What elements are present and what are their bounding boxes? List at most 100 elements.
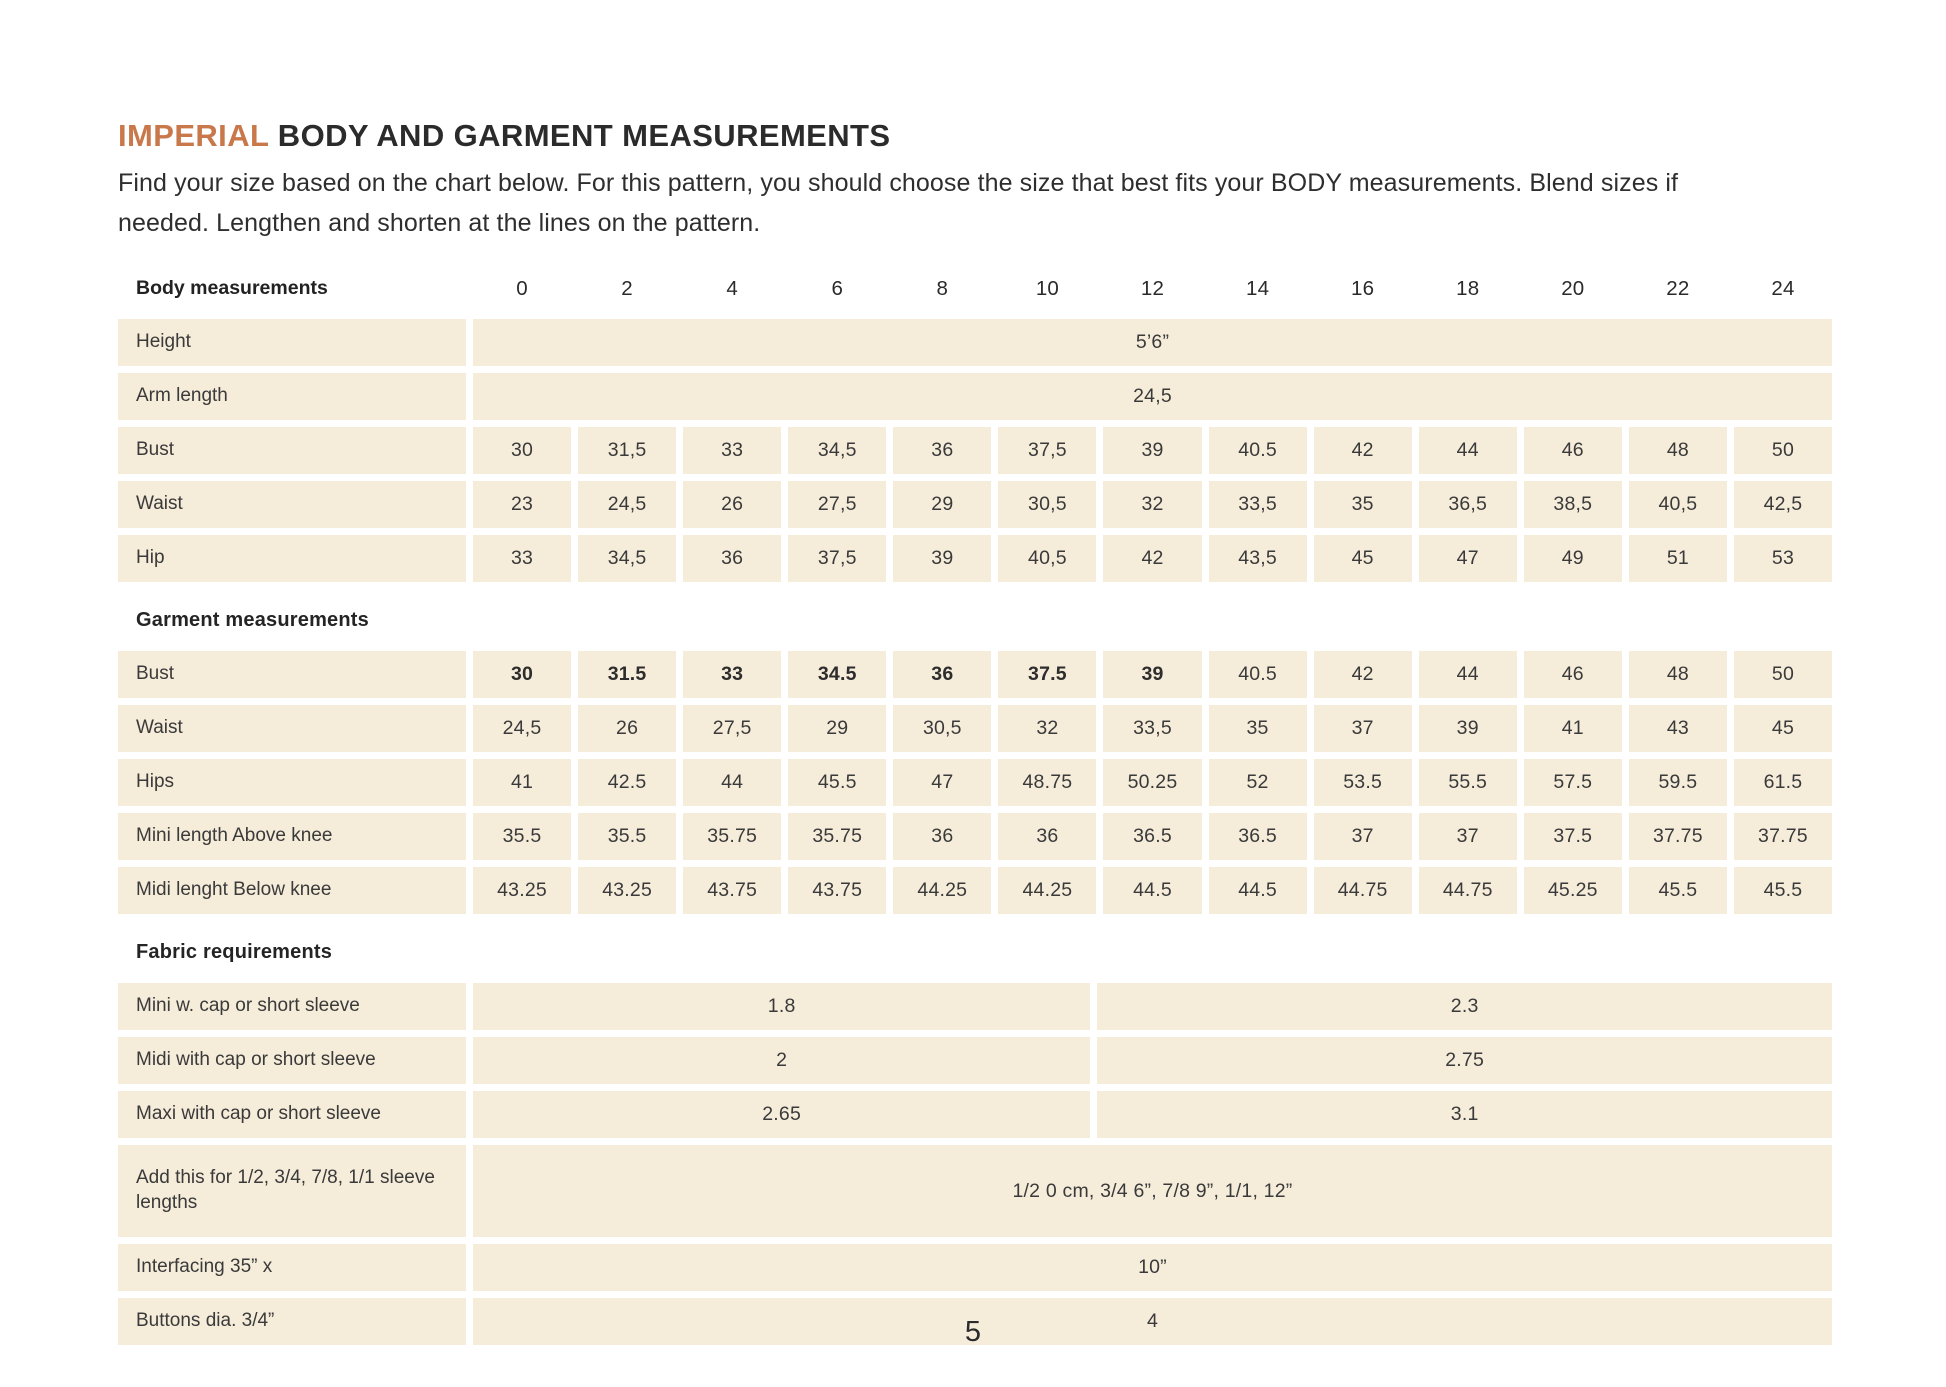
measurement-cell: 45.5 — [1628, 867, 1727, 914]
measurement-cell: 48 — [1628, 651, 1727, 698]
row-label: Midi lenght Below knee — [118, 867, 466, 914]
row-label: Hip — [118, 535, 466, 582]
measurement-cell: 61.5 — [1733, 759, 1832, 806]
measurement-cell: 32 — [1103, 481, 1202, 528]
page-number: 5 — [964, 1316, 982, 1348]
row-data: 23 24,5 26 27,5 29 30,5 32 33,5 35 36,5 38,5 40,5 42… — [473, 481, 1832, 528]
measurement-cell: 29 — [893, 481, 992, 528]
measurement-cell: 30,5 — [998, 481, 1097, 528]
table-row: Interfacing 35” x 10” — [118, 1244, 1832, 1291]
measurement-cell: 43.75 — [788, 867, 887, 914]
measurement-cell: 44 — [1418, 427, 1517, 474]
measurement-cell: 42 — [1313, 427, 1412, 474]
measurement-cell: 44 — [683, 759, 782, 806]
row-data: 41 42.5 44 45.5 47 48.75 50.25 52 53.5 55.5 57.5 59… — [473, 759, 1832, 806]
measurement-cell: 49 — [1523, 535, 1622, 582]
measurement-cell: 43 — [1628, 705, 1727, 752]
measurement-cell: 35.75 — [788, 813, 887, 860]
measurement-cell: 30,5 — [893, 705, 992, 752]
measurement-cell: 34,5 — [578, 535, 677, 582]
row-label: Bust — [118, 427, 466, 474]
size-column-header: 20 — [1561, 277, 1585, 300]
table-header-row: Body measurements 0 2 4 6 8 10 12 14 16 18 20 22 24 — [118, 269, 1832, 309]
size-column-header: 10 — [1035, 277, 1060, 300]
row-label: Add this for 1/2, 3/4, 7/8, 1/1 sleeve l… — [118, 1145, 466, 1237]
measurement-cell: 34,5 — [788, 427, 887, 474]
measurement-cell: 37.75 — [1733, 813, 1832, 860]
measurement-cell: 31.5 — [578, 651, 677, 698]
measurement-cell: 52 — [1208, 759, 1307, 806]
measurement-cell: 42 — [1103, 535, 1202, 582]
merged-cell: 24,5 — [473, 373, 1832, 420]
table-row: Midi with cap or short sleeve 2 2.75 — [118, 1037, 1832, 1084]
measurement-cell: 44.5 — [1103, 867, 1202, 914]
row-label: Height — [118, 319, 466, 366]
measurement-cell: 50 — [1733, 427, 1832, 474]
merged-cell: 1/2 0 cm, 3/4 6”, 7/8 9”, 1/1, 12” — [473, 1145, 1832, 1237]
section-heading: Fabric requirements — [136, 940, 333, 963]
row-label: Maxi with cap or short sleeve — [118, 1091, 466, 1138]
size-column-header: 16 — [1351, 277, 1375, 300]
table-row: Mini length Above knee 35.5 35.5 35.75 35.75… — [118, 813, 1832, 860]
measurement-cell: 37 — [1313, 705, 1412, 752]
measurement-cell: 37.5 — [998, 651, 1097, 698]
measurement-cell: 36.5 — [1103, 813, 1202, 860]
measurement-cell: 35 — [1313, 481, 1412, 528]
row-data: 1.8 2.3 — [473, 983, 1832, 1030]
row-data: 33 34,5 36 37,5 39 40,5 42 43,5 45 47 49 51 53 — [473, 535, 1832, 582]
measurement-cell: 43,5 — [1208, 535, 1307, 582]
size-column-header: 4 — [726, 277, 738, 300]
measurement-cell: 42.5 — [578, 759, 677, 806]
measurement-cell: 44.5 — [1208, 867, 1307, 914]
row-data: 30 31,5 33 34,5 36 37,5 39 40.5 42 44 46 48 50 — [473, 427, 1832, 474]
measurement-cell: 2.3 — [1097, 983, 1832, 1030]
measurement-cell: 44.75 — [1313, 867, 1412, 914]
measurement-cell: 35.75 — [683, 813, 782, 860]
table-row: Waist 23 24,5 26 27,5 29 30,5 32 33,5 35 36,5 38,5 4… — [118, 481, 1832, 528]
size-column-header: 22 — [1666, 277, 1690, 300]
measurement-cell: 48 — [1628, 427, 1727, 474]
size-column-header: 24 — [1771, 277, 1795, 300]
measurement-cell: 53 — [1733, 535, 1832, 582]
size-column-header: 2 — [621, 277, 633, 300]
measurement-cell: 43.75 — [683, 867, 782, 914]
measurement-cell: 39 — [893, 535, 992, 582]
measurement-cell: 36 — [998, 813, 1097, 860]
measurement-cell: 40.5 — [1208, 427, 1307, 474]
measurement-cell: 40,5 — [998, 535, 1097, 582]
title-accent: IMPERIAL — [118, 118, 269, 153]
row-label: Waist — [118, 481, 466, 528]
measurement-cell: 3.1 — [1097, 1091, 1832, 1138]
row-data: 5’6” — [473, 319, 1832, 366]
measurement-cell: 43.25 — [473, 867, 572, 914]
measurement-cell: 27,5 — [788, 481, 887, 528]
row-label: Hips — [118, 759, 466, 806]
size-column-header: 8 — [936, 277, 949, 300]
measurement-cell: 32 — [998, 705, 1097, 752]
size-table: Body measurements 0 2 4 6 8 10 12 14 16 18 20 22 24 … — [118, 269, 1832, 1345]
measurement-cell: 41 — [473, 759, 572, 806]
measurement-cell: 42,5 — [1733, 481, 1832, 528]
measurement-cell: 2.75 — [1097, 1037, 1832, 1084]
row-data: 24,5 26 27,5 29 30,5 32 33,5 35 37 39 41 43 45 — [473, 705, 1832, 752]
table-row: Hip 33 34,5 36 37,5 39 40,5 42 43,5 45 47 49 51 53 — [118, 535, 1832, 582]
table-row: Height 5’6” — [118, 319, 1832, 366]
document-subtitle: Find your size based on the chart below.… — [118, 169, 1679, 237]
row-label: Midi with cap or short sleeve — [118, 1037, 466, 1084]
measurement-cell: 46 — [1523, 427, 1622, 474]
measurement-cell: 33 — [473, 535, 572, 582]
measurement-cell: 26 — [683, 481, 782, 528]
measurement-cell: 33,5 — [1208, 481, 1307, 528]
row-data: 10” — [473, 1244, 1832, 1291]
size-header-cells: 0 2 4 6 8 10 12 14 16 18 20 22 24 — [473, 269, 1832, 309]
measurement-cell: 30 — [473, 651, 572, 698]
measurement-cell: 45.5 — [1733, 867, 1832, 914]
measurement-cell: 42 — [1313, 651, 1412, 698]
table-row: Hips 41 42.5 44 45.5 47 48.75 50.25 52 53.5 55.5 57… — [118, 759, 1832, 806]
row-label: Mini length Above knee — [118, 813, 466, 860]
row-label: Buttons dia. 3/4” — [118, 1298, 466, 1345]
row-data: 43.25 43.25 43.75 43.75 44.25 44.25 44.5 44.5 44… — [473, 867, 1832, 914]
size-column-header: 6 — [831, 277, 844, 300]
measurement-cell: 47 — [1418, 535, 1517, 582]
